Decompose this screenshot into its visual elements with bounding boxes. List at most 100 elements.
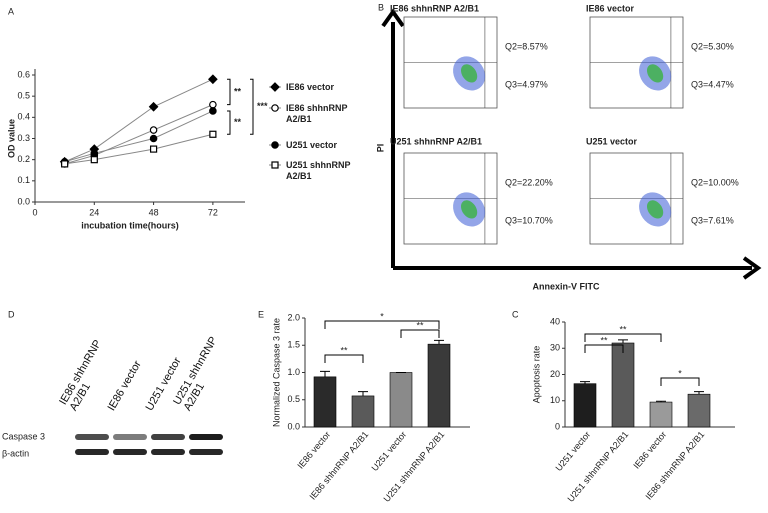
panel-letter: B (378, 2, 384, 12)
q2-label: Q2=22.20% (505, 177, 553, 187)
x-arrowhead (742, 256, 762, 280)
significance-bracket (584, 333, 662, 342)
bar (687, 393, 711, 428)
event-core (460, 64, 478, 83)
significance-label: ** (600, 335, 608, 345)
point (149, 126, 158, 134)
x-tick-label: 24 (89, 207, 99, 217)
bar (313, 376, 337, 428)
y-tick-label: 0.6 (17, 69, 30, 79)
panel-letter: E (258, 309, 264, 319)
point (209, 107, 217, 115)
y-axis-label: OD value (6, 119, 16, 158)
error-bar (320, 370, 330, 377)
x-tick-label: 72 (208, 207, 218, 217)
series-line (64, 78, 214, 163)
bar (611, 342, 635, 428)
y-tick-label: 1.0 (287, 367, 300, 377)
blot-band (189, 449, 223, 455)
y-tick-label: 30 (550, 343, 560, 353)
error-bar (618, 339, 628, 343)
event-core (646, 200, 664, 219)
blot-band (189, 434, 223, 440)
y-tick-label: 2.0 (287, 312, 300, 322)
significance-bracket (660, 377, 700, 386)
y-axis-label: PI (375, 144, 385, 153)
row-label: β-actin (2, 448, 29, 458)
x-tick-label: IE86 vector (631, 429, 668, 470)
y-arrowhead (381, 8, 405, 28)
legend-label: IE86 vector (286, 82, 335, 92)
row-label: Caspase 3 (2, 431, 45, 441)
bar (649, 401, 673, 428)
blot-band (151, 434, 185, 440)
y-tick-label: 0.0 (17, 196, 30, 206)
y-tick-label: 0.4 (17, 112, 30, 122)
point (208, 74, 218, 85)
legend-marker (271, 141, 279, 149)
event-core (646, 64, 664, 83)
point (148, 101, 159, 112)
significance-label: ** (234, 117, 242, 127)
panel-letter: D (8, 309, 15, 319)
error-bar (656, 400, 666, 403)
y-tick-label: 0.5 (287, 394, 300, 404)
blot-band (75, 449, 109, 455)
point (90, 149, 99, 158)
q2-label: Q2=5.30% (691, 41, 734, 51)
y-tick-label: 0 (555, 421, 560, 431)
bar (573, 383, 597, 428)
series-line (64, 133, 214, 165)
blot-band (113, 449, 147, 455)
point (61, 160, 69, 168)
plot-title: U251 vector (586, 136, 638, 146)
bar (389, 372, 413, 428)
q3-label: Q3=4.97% (505, 79, 548, 89)
y-tick-label: 0.1 (17, 175, 30, 185)
legend-label: IE86 shhnRNP A2/B1 (286, 103, 348, 124)
significance-bracket (584, 344, 624, 353)
point (90, 156, 98, 164)
point (209, 100, 217, 109)
point (149, 134, 158, 143)
plot-title: IE86 shhnRNP A2/B1 (390, 3, 479, 13)
x-axis-label: Annexin-V FITC (533, 281, 600, 291)
y-axis-label: Apoptosis rate (531, 346, 541, 404)
q3-label: Q3=7.61% (691, 215, 734, 225)
y-axis-label: Normalized Caspase 3 rate (271, 318, 281, 427)
x-axis-label: incubation time(hours) (81, 220, 179, 230)
legend-marker (271, 104, 279, 112)
blot-band (113, 434, 147, 440)
panel-letter: A (8, 6, 14, 16)
q2-label: Q2=10.00% (691, 177, 739, 187)
error-bar (580, 381, 590, 384)
significance-label: * (678, 368, 682, 378)
y-tick-label: 20 (550, 369, 560, 379)
significance-bracket (400, 329, 440, 338)
significance-bracket (324, 320, 440, 329)
blot-band (75, 434, 109, 440)
blot-band (151, 449, 185, 455)
error-bar (434, 339, 444, 345)
x-tick-label: 0 (32, 207, 37, 217)
y-tick-label: 0.2 (17, 154, 30, 164)
x-tick-label: U251 vector (553, 429, 592, 473)
legend-marker (270, 82, 280, 92)
significance-bracket (227, 78, 231, 106)
q3-label: Q3=10.70% (505, 215, 553, 225)
error-bar (694, 391, 704, 395)
legend-label: U251 shhnRNP A2/B1 (286, 160, 351, 181)
significance-label: ** (234, 86, 242, 96)
point (149, 145, 158, 153)
plot-title: U251 shhnRNP A2/B1 (390, 136, 482, 146)
x-tick-label: 48 (149, 207, 159, 217)
significance-bracket (227, 110, 231, 135)
bar (427, 343, 451, 428)
x-tick-label: U251 vector (369, 429, 408, 473)
y-tick-label: 0.3 (17, 133, 30, 143)
series-line (64, 104, 214, 165)
significance-label: ** (340, 345, 348, 355)
y-tick-label: 1.5 (287, 340, 300, 350)
